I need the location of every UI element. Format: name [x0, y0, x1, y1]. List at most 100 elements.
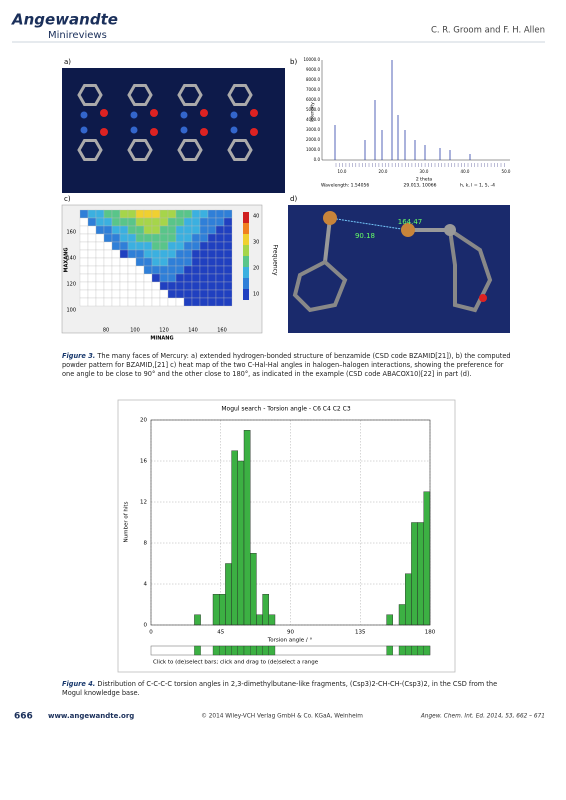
- heat-cell: [135, 249, 145, 259]
- strip-cell: [256, 645, 263, 656]
- heat-cell: [207, 217, 217, 227]
- heat-cell: [135, 257, 145, 267]
- ring: [77, 83, 103, 107]
- heat-cell: [87, 241, 97, 251]
- colorbar-tick-label: 10: [253, 292, 259, 298]
- heat-cell: [191, 217, 201, 227]
- bond: [323, 217, 332, 263]
- bar: [194, 614, 201, 626]
- atom: [180, 126, 188, 134]
- heat-cell: [151, 225, 161, 235]
- chart-title: Mogul search - Torsion angle - C6 C4 C2 …: [221, 406, 350, 413]
- heat-cell: [167, 249, 177, 259]
- atom: [250, 109, 258, 117]
- bar: [417, 522, 425, 626]
- strip-cell: [231, 645, 238, 656]
- heat-cell: [167, 241, 177, 251]
- heat-cell: [199, 249, 209, 259]
- heat-cell: [143, 289, 153, 299]
- heat-cell: [207, 241, 217, 251]
- heat-cell: [79, 297, 89, 307]
- heat-cell: [87, 217, 97, 227]
- heat-cell: [191, 241, 201, 251]
- heat-cell: [207, 265, 217, 275]
- x-tick-label: 90: [287, 630, 294, 636]
- heat-cell: [135, 233, 145, 243]
- heat-cell: [95, 297, 105, 307]
- heat-cell: [223, 249, 233, 259]
- page-number: 666: [14, 712, 33, 722]
- colorbar-cell: [243, 267, 249, 278]
- heat-cell: [127, 241, 137, 251]
- angle-label: 164.47: [398, 218, 423, 226]
- y-tick-label: 4000.0: [306, 117, 320, 122]
- heat-cell: [111, 241, 121, 251]
- heat-cell: [95, 233, 105, 243]
- heat-cell: [111, 217, 121, 227]
- heat-cell: [159, 241, 169, 251]
- heat-cell: [103, 217, 113, 227]
- y-tick-label: 7000.0: [306, 87, 320, 92]
- heat-cell: [183, 265, 193, 275]
- powder-pattern: 0.0 1000.0 2000.0 3000.0 4000.0 5000.0 6000.0 7…: [303, 57, 510, 174]
- heat-cell: [111, 249, 121, 259]
- heat-cell: [167, 217, 177, 227]
- x-tick-label: 45: [217, 630, 224, 636]
- heat-cell: [127, 289, 137, 299]
- heat-cell: [159, 265, 169, 275]
- heat-cell: [207, 297, 217, 307]
- heat-cell: [87, 249, 97, 259]
- y-tick-label: 160: [66, 230, 76, 236]
- bar: [423, 491, 431, 626]
- heat-cell: [167, 225, 177, 235]
- heat-cell: [183, 289, 193, 299]
- heat-cell: [191, 249, 201, 259]
- atom: [80, 126, 88, 134]
- atom: [479, 294, 487, 302]
- bar: [405, 573, 412, 626]
- heat-cell: [135, 209, 145, 219]
- heat-cell: [151, 273, 161, 283]
- heat-cell: [111, 265, 121, 275]
- ring: [227, 83, 253, 107]
- heat-cell: [191, 233, 201, 243]
- heat-cell: [167, 209, 177, 219]
- heat-cell: [183, 225, 193, 235]
- heat-cell: [87, 297, 97, 307]
- heat-cell: [191, 281, 201, 291]
- heat-cell: [175, 289, 185, 299]
- heat-cell: [111, 281, 121, 291]
- heat-cell: [223, 241, 233, 251]
- heat-cell: [87, 209, 97, 219]
- atom: [401, 223, 415, 237]
- heat-cell: [119, 273, 129, 283]
- panel-d-image: [288, 205, 510, 333]
- heat-cell: [143, 297, 153, 307]
- heat-cell: [119, 233, 129, 243]
- heat-cell: [151, 209, 161, 219]
- heat-cell: [175, 209, 185, 219]
- heat-cell: [111, 297, 121, 307]
- heat-cell: [159, 233, 169, 243]
- y-tick-label: 10000.0: [303, 57, 320, 62]
- ring: [292, 259, 348, 313]
- bar: [262, 594, 270, 626]
- section: Minireviews: [48, 30, 107, 41]
- heat-cell: [95, 257, 105, 267]
- heat-cell: [159, 297, 169, 307]
- heat-cell: [143, 281, 153, 291]
- heat-cell: [111, 257, 121, 267]
- heat-cell: [135, 273, 145, 283]
- heat-cell: [79, 257, 89, 267]
- y-tick-label: 20: [140, 418, 147, 424]
- heat-cell: [79, 217, 89, 227]
- atom: [100, 109, 108, 117]
- heat-cell: [95, 265, 105, 275]
- y-tick-label: 2000.0: [306, 137, 320, 142]
- heat-cell: [127, 249, 137, 259]
- heat-cell: [87, 257, 97, 267]
- heat-cell: [87, 265, 97, 275]
- heat-cell: [183, 217, 193, 227]
- x-tick-label: 80: [103, 328, 109, 334]
- x-axis-label: MINANG: [150, 336, 173, 342]
